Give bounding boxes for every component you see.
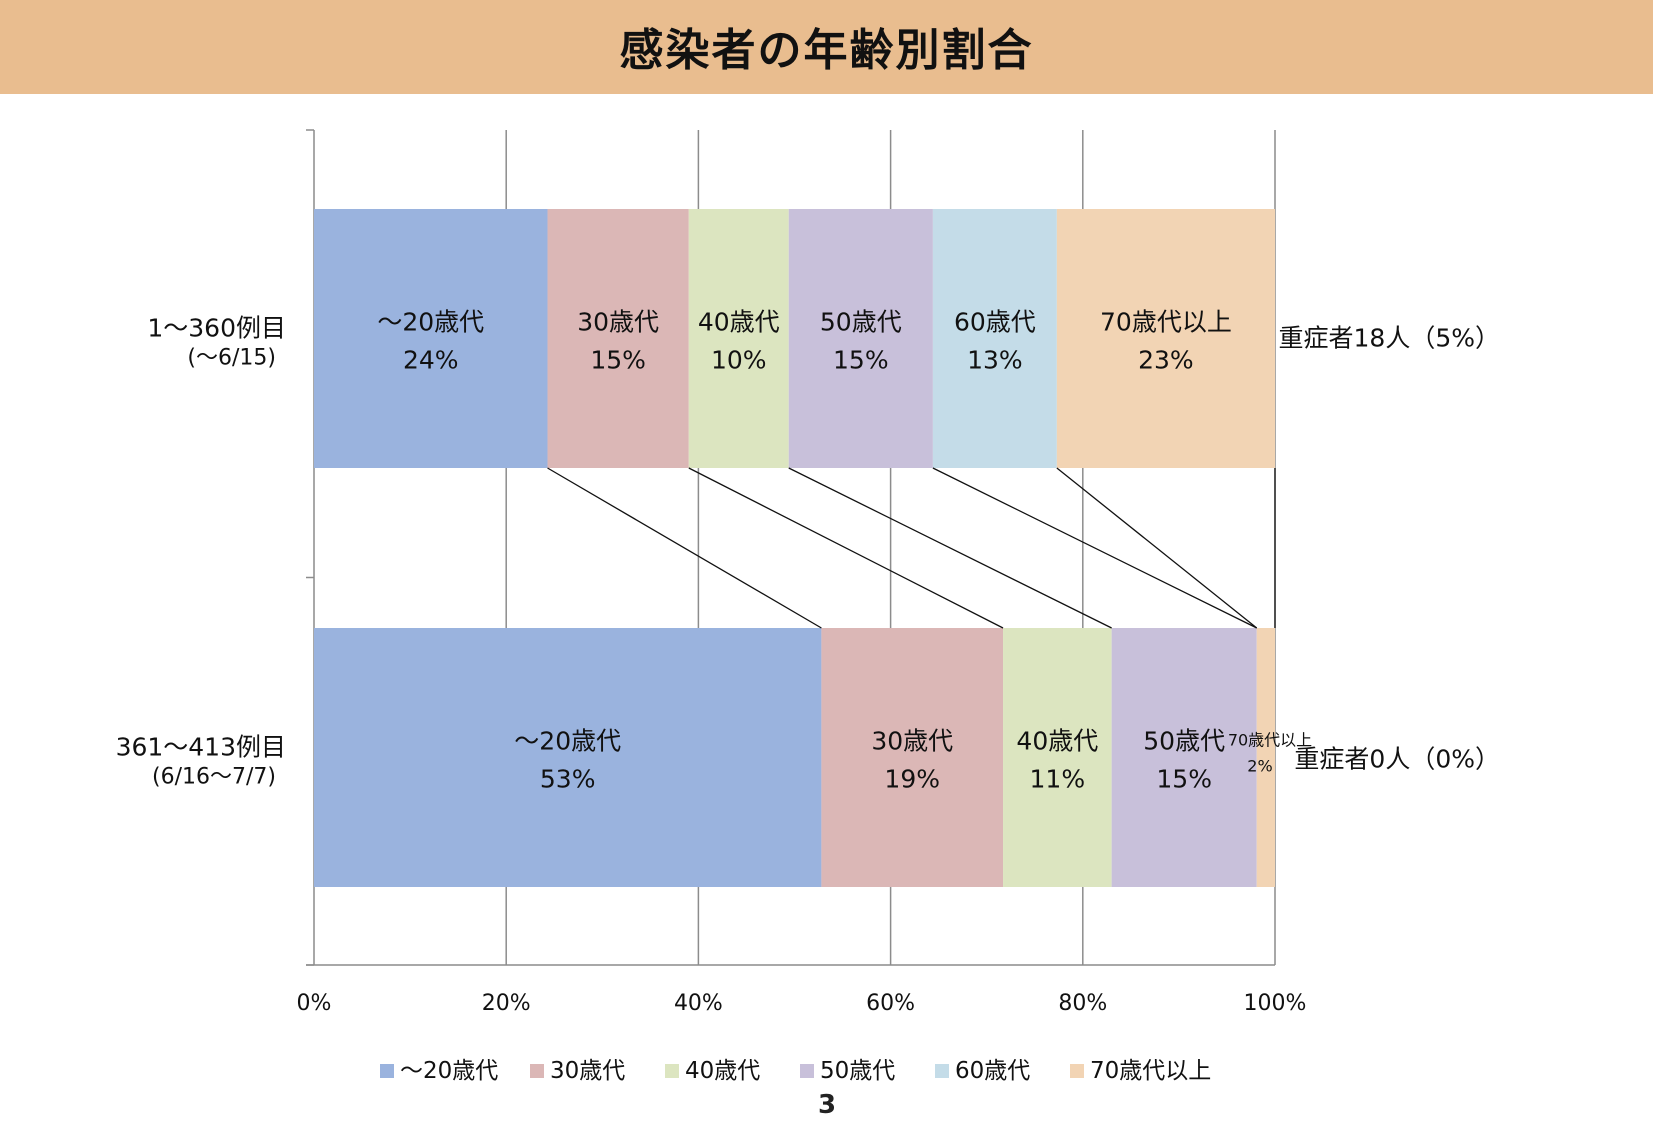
x-tick-label: 60% <box>866 991 915 1016</box>
data-label-series: 50歳代 <box>820 308 902 337</box>
data-label-series: 60歳代 <box>954 308 1036 337</box>
data-label-series: 30歳代 <box>577 308 659 337</box>
legend-label: 70歳代以上 <box>1090 1058 1211 1084</box>
bar-segment <box>932 209 1057 468</box>
legend-swatch <box>935 1064 949 1078</box>
data-label-value: 15% <box>833 346 889 375</box>
category-label: 361～413例目 <box>116 733 286 762</box>
data-label-series: 70歳代以上 <box>1228 731 1312 750</box>
data-label-series: 70歳代以上 <box>1100 308 1232 337</box>
x-tick-label: 0% <box>297 991 332 1016</box>
legend-swatch <box>1070 1064 1084 1078</box>
bar-segment <box>547 209 689 468</box>
bar-segment <box>821 628 1004 887</box>
data-label-value: 11% <box>1030 765 1086 794</box>
series-connector-line <box>788 467 1112 629</box>
legend-label: 50歳代 <box>820 1058 895 1084</box>
legend-label: 30歳代 <box>550 1058 625 1084</box>
bar-segment <box>314 628 822 887</box>
bar-segment <box>788 209 933 468</box>
data-label-value: 2% <box>1247 757 1272 776</box>
legend-label: 60歳代 <box>955 1058 1030 1084</box>
legend-swatch <box>530 1064 544 1078</box>
series-connector-line <box>547 467 822 629</box>
data-label-series: 40歳代 <box>698 308 780 337</box>
category-sublabel: (6/16～7/7) <box>152 765 276 790</box>
data-label-value: 24% <box>403 346 459 375</box>
bar-segment <box>1256 628 1275 887</box>
data-label-value: 23% <box>1138 346 1194 375</box>
legend-swatch <box>800 1064 814 1078</box>
data-label-value: 13% <box>967 346 1023 375</box>
data-label-value: 15% <box>1156 765 1212 794</box>
legend-swatch <box>380 1064 394 1078</box>
data-label-series: 50歳代 <box>1143 727 1225 756</box>
series-connector-line <box>688 467 1004 629</box>
category-sublabel: (～6/15) <box>187 346 276 371</box>
title-bar: 感染者の年齢別割合 <box>0 0 1653 94</box>
bar-segment <box>1111 628 1257 887</box>
bar-segment <box>688 209 789 468</box>
data-label-value: 53% <box>540 765 596 794</box>
data-label-series: ～20歳代 <box>514 727 621 756</box>
bar-segment <box>1003 628 1112 887</box>
series-connector-line <box>1056 467 1258 629</box>
series-connector-line <box>932 467 1258 629</box>
data-label-series: 30歳代 <box>871 727 953 756</box>
data-label-value: 15% <box>590 346 646 375</box>
x-tick-label: 100% <box>1244 991 1307 1016</box>
page-number: 3 <box>817 1090 837 1120</box>
data-label-value: 10% <box>711 346 767 375</box>
data-label-value: 19% <box>884 765 940 794</box>
page-title: 感染者の年齢別割合 <box>619 25 1034 76</box>
legend-label: 40歳代 <box>685 1058 760 1084</box>
severe-case-note: 重症者0人（0%） <box>1294 745 1500 774</box>
severe-case-note: 重症者18人（5%） <box>1279 324 1500 353</box>
legend-label: ～20歳代 <box>400 1058 498 1084</box>
x-tick-label: 80% <box>1058 991 1107 1016</box>
data-label-series: ～20歳代 <box>377 308 484 337</box>
x-tick-label: 40% <box>674 991 723 1016</box>
bar-segment <box>314 209 548 468</box>
data-label-series: 40歳代 <box>1016 727 1098 756</box>
bar-segment <box>1056 209 1275 468</box>
x-tick-label: 20% <box>482 991 531 1016</box>
category-label: 1～360例目 <box>147 314 286 343</box>
legend-swatch <box>665 1064 679 1078</box>
